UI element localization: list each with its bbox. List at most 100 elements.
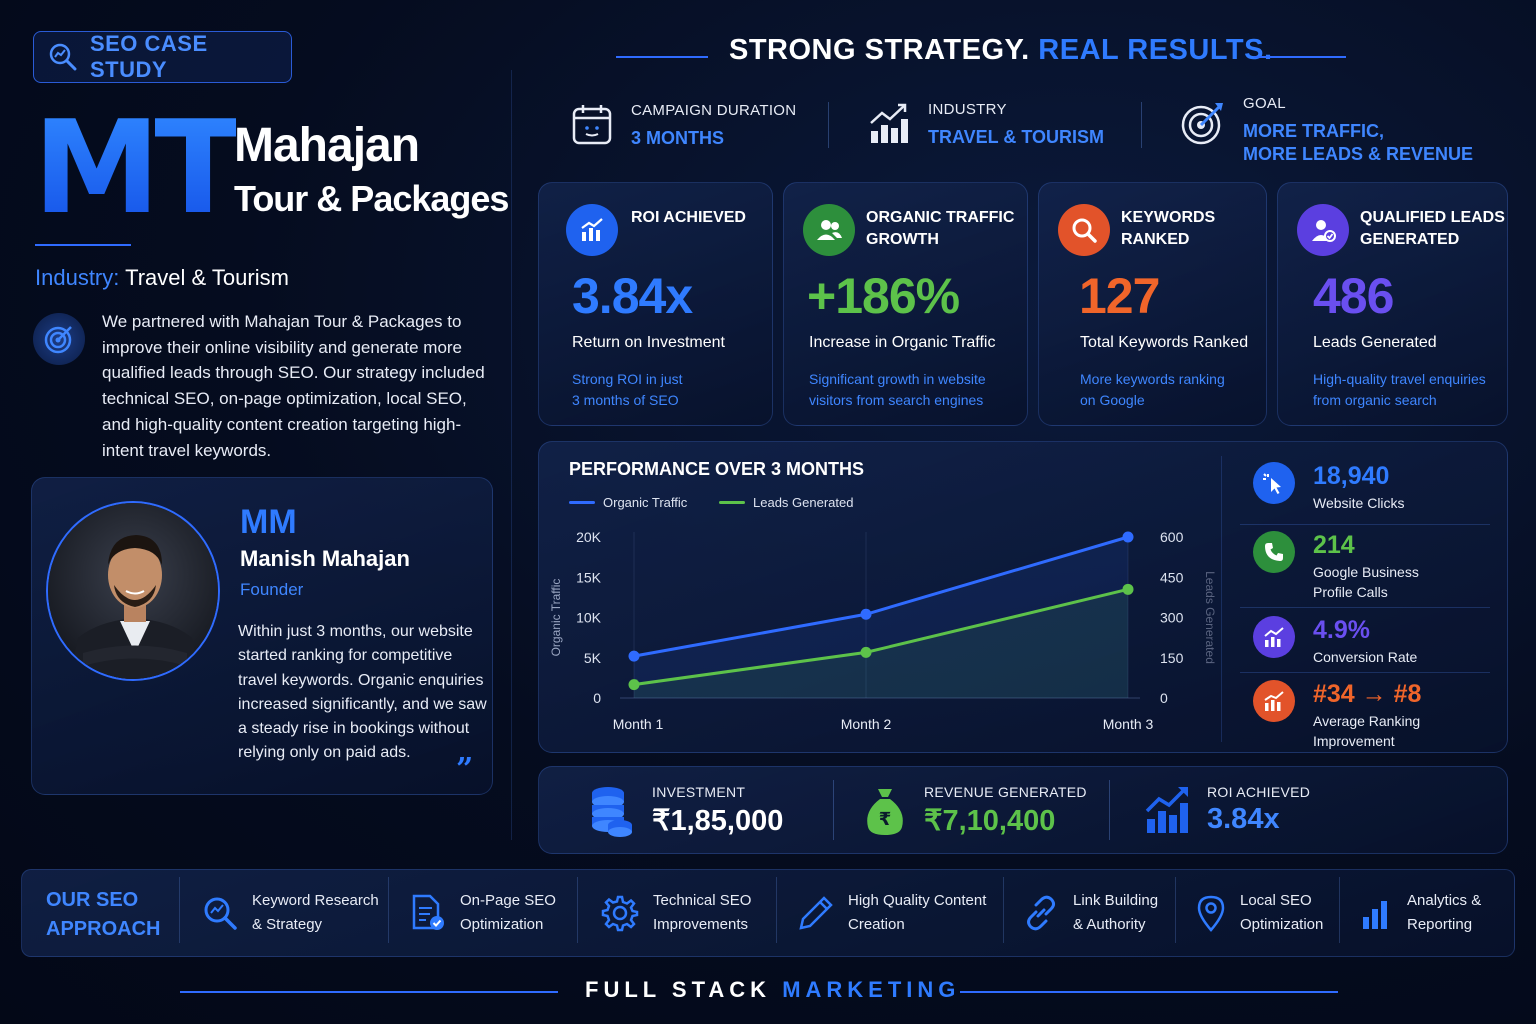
approach-title-line1: OUR SEO bbox=[46, 889, 139, 911]
bar-chart-icon bbox=[566, 204, 618, 256]
testimonial-initials: MM bbox=[240, 503, 297, 541]
money-bag-icon: ₹ bbox=[867, 789, 903, 835]
organic-traffic-area bbox=[634, 537, 1128, 698]
footer-part2: MARKETING bbox=[782, 977, 961, 1002]
metric-title: ORGANIC TRAFFIC GROWTH bbox=[866, 207, 1014, 251]
stat-label-line1: Google Business bbox=[1313, 564, 1419, 580]
column-divider bbox=[511, 70, 512, 840]
approach-label: Analytics & Reporting bbox=[1407, 889, 1481, 937]
testimonial-role: Founder bbox=[240, 580, 304, 599]
intro-paragraph: We partnered with Mahajan Tour & Package… bbox=[102, 312, 485, 460]
link-icon bbox=[1027, 895, 1055, 931]
financial-summary-card bbox=[538, 766, 1508, 854]
avatar bbox=[46, 501, 220, 681]
approach-divider bbox=[179, 877, 180, 943]
organic-traffic-point bbox=[860, 608, 872, 620]
legend-swatch bbox=[719, 501, 745, 504]
finance-investment: INVESTMENT ₹1,85,000 bbox=[588, 784, 783, 838]
approach-divider bbox=[388, 877, 389, 943]
growth-chart-icon bbox=[870, 103, 908, 143]
search-icon bbox=[204, 897, 237, 930]
stat-gbp-calls: 214 Google Business Profile Calls bbox=[1253, 531, 1419, 602]
y-tick-label-left: 20K bbox=[576, 529, 602, 545]
campaign-duration-value: 3 MONTHS bbox=[631, 128, 725, 148]
industry-value: Travel & Tourism bbox=[125, 265, 289, 290]
users-icon bbox=[803, 204, 855, 256]
approach-local-seo: Local SEO Optimization bbox=[1196, 889, 1323, 937]
metric-desc-line2: visitors from search engines bbox=[809, 391, 984, 408]
organic-traffic-point bbox=[1122, 531, 1134, 543]
divider bbox=[35, 244, 131, 246]
y-tick-label-left: 15K bbox=[576, 569, 602, 585]
metric-title-line1: ORGANIC TRAFFIC bbox=[866, 209, 1015, 226]
approach-label-line2: Reporting bbox=[1407, 916, 1473, 933]
organic-traffic-point bbox=[628, 650, 640, 662]
approach-label: On-Page SEO Optimization bbox=[460, 889, 556, 937]
quote-icon: ” bbox=[456, 752, 474, 787]
stat-value: 214 bbox=[1313, 531, 1355, 559]
approach-label-line1: On-Page SEO bbox=[460, 892, 556, 909]
x-tick-label: Month 1 bbox=[613, 716, 664, 732]
approach-label-line1: Link Building bbox=[1073, 892, 1159, 909]
headline-part2: REAL RESULTS. bbox=[1038, 34, 1273, 66]
stat-label-line2: Profile Calls bbox=[1313, 583, 1388, 600]
metric-title: QUALIFIED LEADS GENERATED bbox=[1360, 207, 1505, 251]
testimonial-name: Manish Mahajan bbox=[240, 546, 410, 571]
metric-desc-line2: from organic search bbox=[1313, 391, 1437, 408]
gear-icon bbox=[601, 895, 639, 932]
bar-growth-icon bbox=[1145, 787, 1188, 833]
search-icon bbox=[1058, 204, 1110, 256]
stat-ranking-improvement: #34 → #8 Average Ranking Improvement bbox=[1253, 680, 1421, 751]
seo-approach-bar bbox=[21, 869, 1515, 957]
metric-desc-line2: on Google bbox=[1080, 391, 1145, 408]
approach-label-line1: High Quality Content bbox=[848, 892, 987, 909]
info-industry: INDUSTRY TRAVEL & TOURISM bbox=[868, 101, 1104, 149]
approach-label-line2: Improvements bbox=[653, 916, 749, 933]
metric-card-roi: ROI ACHIEVED 3.84x Return on Investment … bbox=[538, 182, 773, 426]
cursor-click-icon bbox=[1253, 462, 1295, 504]
approach-label-line1: Local SEO bbox=[1240, 892, 1312, 909]
footer-brand: FULL STACK MARKETING bbox=[585, 977, 960, 1003]
finance-label: REVENUE GENERATED bbox=[924, 784, 1087, 800]
headline-rule-right bbox=[1254, 56, 1346, 58]
stat-divider bbox=[1240, 524, 1490, 525]
target-icon bbox=[33, 313, 85, 365]
approach-label: High Quality Content Creation bbox=[848, 889, 986, 937]
ranking-chart-icon bbox=[1253, 680, 1295, 722]
metric-desc-line1: High-quality travel enquiries bbox=[1313, 371, 1486, 387]
metric-title-line2: GROWTH bbox=[866, 231, 939, 248]
x-tick-label: Month 2 bbox=[841, 716, 892, 732]
y-tick-label-right: 150 bbox=[1160, 650, 1184, 666]
metric-subtitle: Increase in Organic Traffic bbox=[809, 334, 996, 351]
y-axis-label-right: Leads Generated bbox=[1203, 571, 1217, 664]
y-tick-label-right: 0 bbox=[1160, 690, 1168, 706]
testimonial-quote: Within just 3 months, our website starte… bbox=[238, 623, 487, 762]
finance-revenue: ₹ REVENUE GENERATED ₹7,10,400 bbox=[864, 784, 1087, 838]
metric-subtitle: Return on Investment bbox=[572, 334, 725, 351]
headline: STRONG STRATEGY. REAL RESULTS. bbox=[729, 34, 1273, 67]
finance-value: 3.84x bbox=[1207, 803, 1280, 835]
user-check-icon bbox=[1297, 204, 1349, 256]
stat-value: 18,940 bbox=[1313, 462, 1390, 490]
stat-website-clicks: 18,940 Website Clicks bbox=[1253, 462, 1405, 514]
target-icon bbox=[1181, 103, 1223, 145]
approach-label-line1: Technical SEO bbox=[653, 892, 752, 909]
leads-generated-point bbox=[1122, 583, 1134, 595]
info-campaign-duration: CAMPAIGN DURATION 3 MONTHS bbox=[571, 102, 796, 150]
metric-subtitle: Leads Generated bbox=[1313, 334, 1437, 351]
legend-label: Leads Generated bbox=[753, 495, 854, 510]
stat-label: Website Clicks bbox=[1313, 495, 1405, 511]
footer-rule-left bbox=[180, 991, 558, 993]
approach-label: Local SEO Optimization bbox=[1240, 889, 1323, 937]
coins-icon bbox=[592, 787, 632, 837]
footer-part1: FULL STACK bbox=[585, 977, 772, 1002]
goal-label: GOAL bbox=[1243, 95, 1286, 112]
metric-value: 127 bbox=[1079, 268, 1160, 324]
footer-rule-right bbox=[960, 991, 1338, 993]
metric-card-leads: QUALIFIED LEADS GENERATED 486 Leads Gener… bbox=[1277, 182, 1508, 426]
approach-content-creation: High Quality Content Creation bbox=[798, 889, 986, 937]
brand-logo: MT bbox=[33, 94, 242, 243]
goal-value: MORE TRAFFIC, MORE LEADS & REVENUE bbox=[1243, 120, 1473, 166]
finance-label: INVESTMENT bbox=[652, 784, 746, 800]
stat-label-line2: Improvement bbox=[1313, 732, 1395, 749]
